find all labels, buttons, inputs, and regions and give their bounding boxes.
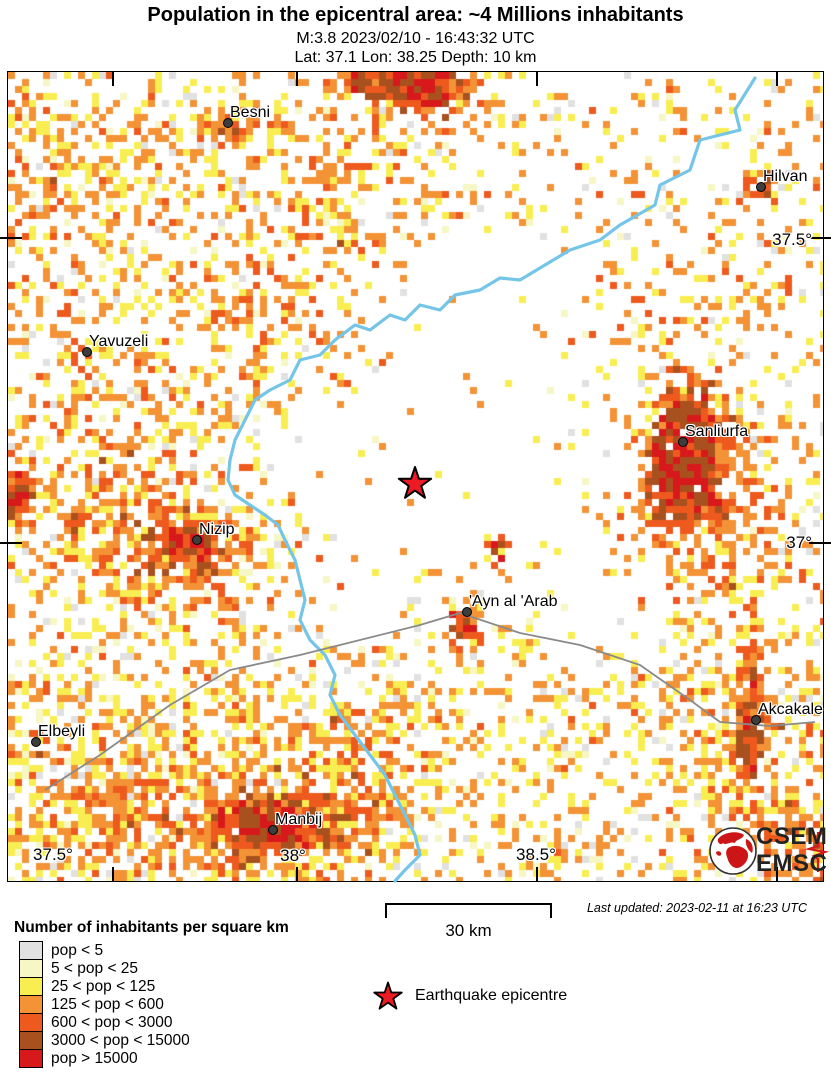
legend-class-label: 5 < pop < 25: [51, 960, 139, 977]
legend-class-label: pop < 5: [51, 942, 104, 959]
legend-color-swatch: [19, 995, 43, 1014]
map-overlay: [0, 72, 831, 883]
logo-seismogram-icon: [804, 832, 830, 872]
page-title: Population in the epicentral area: ~4 Mi…: [147, 4, 684, 26]
csem-emsc-logo: CSEM EMSC: [706, 822, 827, 880]
population-map: Besni Hilvan Yavuzeli Sanliurfa Nizip 'Ayn al…: [0, 71, 831, 883]
city-marker-dot: [678, 437, 688, 447]
logo-line-emsc: EMSC: [756, 850, 828, 877]
legend-row: 600 < pop < 3000: [19, 1013, 190, 1032]
city-name: Manbij: [275, 811, 323, 828]
legend-class-label: 25 < pop < 125: [51, 978, 156, 995]
legend-row: pop < 5: [19, 941, 190, 960]
city-name: Sanliurfa: [685, 423, 749, 440]
map-coordinate-label: 38°: [280, 846, 306, 865]
legend-color-swatch: [19, 977, 43, 996]
event-magnitude-line: M:3.8 2023/02/10 - 16:43:32 UTC: [296, 30, 535, 47]
city-name: Besni: [230, 104, 271, 121]
logo-text: CSEM EMSC: [756, 823, 827, 877]
city-marker-dot: [462, 607, 472, 617]
city-marker-dot: [192, 535, 202, 545]
legend-color-swatch: [19, 1031, 43, 1050]
city-marker-dot: [82, 347, 92, 357]
city-name: Nizip: [199, 521, 235, 538]
river-euphrates: [226, 76, 757, 883]
legend-class-label: 600 < pop < 3000: [51, 1014, 173, 1031]
legend-class-label: 125 < pop < 600: [51, 996, 164, 1013]
city-marker-dot: [31, 737, 41, 747]
legend-color-swatch: [19, 959, 43, 978]
map-coordinate-label: 37.5°: [33, 845, 73, 864]
legend-row: 25 < pop < 125: [19, 977, 190, 996]
legend-title: Number of inhabitants per square km: [14, 919, 289, 936]
city-name: Akcakale: [758, 701, 823, 718]
legend-color-swatch: [19, 1013, 43, 1032]
epicenter-legend-label: Earthquake epicentre: [415, 987, 568, 1004]
map-coordinate-label: 38.5°: [516, 845, 556, 864]
road-line: [44, 612, 816, 791]
legend-row: 5 < pop < 25: [19, 959, 190, 978]
map-coordinate-label: 37°: [786, 533, 812, 552]
epicenter-legend-star-icon: [373, 981, 403, 1010]
legend-class-label: pop > 15000: [51, 1050, 138, 1067]
map-coordinate-label: 37.5°: [772, 230, 812, 249]
legend-color-swatch: [19, 1049, 43, 1068]
graticule-ticks: [0, 72, 831, 881]
city-marker-dot: [756, 182, 766, 192]
city-marker-dot: [223, 118, 233, 128]
scale-bar: [385, 903, 552, 918]
epicenter-legend: Earthquake epicentre: [371, 979, 567, 1013]
scale-bar-label: 30 km: [445, 921, 492, 940]
legend-row: 3000 < pop < 15000: [19, 1031, 190, 1050]
city-marker-dot: [268, 825, 278, 835]
city-marker-dot: [751, 715, 761, 725]
epicenter-star-icon: [397, 466, 433, 499]
city-name: Yavuzeli: [89, 333, 149, 350]
emsc-globe-icon: [709, 827, 757, 875]
city-name: Elbeyli: [38, 723, 86, 740]
logo-line-csem: CSEM: [756, 823, 828, 850]
legend-class-label: 3000 < pop < 15000: [51, 1032, 190, 1049]
city-name: 'Ayn al 'Arab: [469, 593, 558, 610]
city-name: Hilvan: [763, 168, 808, 185]
legend-row: pop > 15000: [19, 1049, 190, 1068]
last-updated-text: Last updated: 2023-02-11 at 16:23 UTC: [586, 901, 807, 915]
legend-row: 125 < pop < 600: [19, 995, 190, 1014]
legend-color-swatch: [19, 941, 43, 960]
event-location-line: Lat: 37.1 Lon: 38.25 Depth: 10 km: [294, 49, 537, 66]
